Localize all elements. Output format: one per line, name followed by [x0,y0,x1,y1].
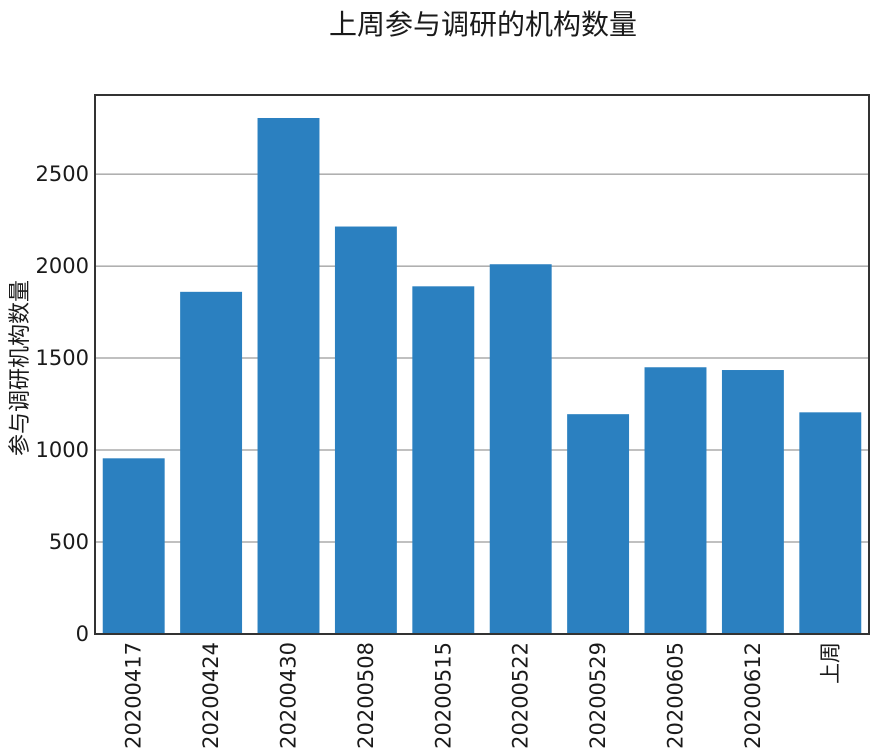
bar [567,414,630,634]
x-tick-label: 20200430 [277,642,301,749]
bars [102,117,862,635]
y-tick-label: 2500 [36,162,89,186]
y-tick-label: 1500 [36,346,89,370]
x-tick-label: 20200612 [741,642,765,749]
plot-frame [94,94,870,635]
bar [102,458,165,634]
x-tick-label: 上周 [818,642,842,684]
x-tick-label: 20200529 [586,642,610,749]
y-tick-label: 2000 [36,254,89,278]
bar [257,117,320,635]
y-tick-label: 500 [49,530,89,554]
x-tick-label: 20200508 [354,642,378,749]
x-tick-label: 20200417 [122,642,146,749]
y-axis-ticks: 0 500 1000 1500 2000 2500 [36,162,89,646]
y-tick-label: 0 [76,622,89,646]
x-tick-label: 20200522 [509,642,533,749]
bar [180,291,243,634]
x-tick-label: 20200515 [431,642,455,749]
bar [799,412,862,634]
bar [644,367,707,634]
x-axis-ticks: 20200417 20200424 20200430 20200508 20200515… [122,642,843,749]
y-tick-label: 1000 [36,438,89,462]
bar [721,370,784,634]
x-tick-label: 20200424 [199,642,223,749]
bar [489,264,552,634]
chart-title: 上周参与调研的机构数量 [329,8,637,41]
bar [334,226,397,635]
y-axis-label: 参与调研机构数量 [8,280,33,456]
bar [412,286,475,634]
x-tick-label: 20200605 [664,642,688,749]
